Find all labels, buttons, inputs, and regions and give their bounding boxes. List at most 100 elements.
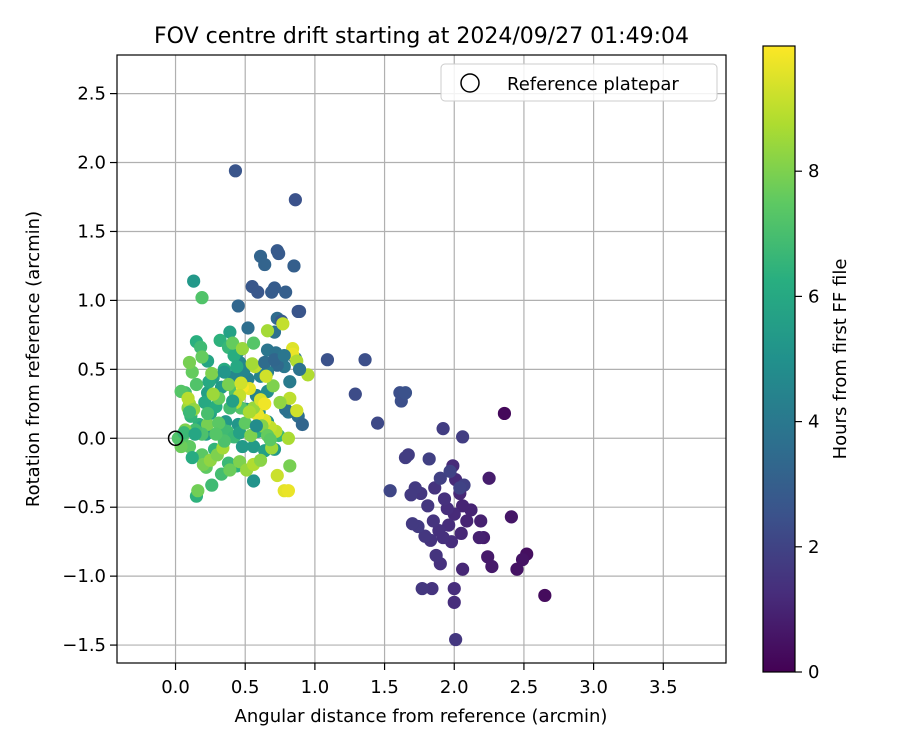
data-point	[421, 499, 435, 513]
data-point	[194, 340, 208, 354]
data-point	[482, 471, 496, 485]
y-tick-label: 0.5	[77, 359, 106, 380]
data-point	[418, 529, 432, 543]
data-point	[246, 336, 261, 350]
x-tick-label: 2.0	[440, 677, 469, 698]
x-axis-label: Angular distance from reference (arcmin)	[235, 706, 608, 727]
data-point	[206, 387, 220, 401]
data-point	[231, 299, 245, 313]
data-point	[191, 484, 205, 498]
x-tick-label: 0.5	[231, 677, 260, 698]
legend-box	[440, 63, 718, 102]
y-tick-label: 1.5	[77, 221, 106, 242]
data-point	[538, 588, 552, 603]
y-axis-label: Rotation from reference (arcmin)	[23, 211, 44, 507]
data-point	[226, 394, 240, 408]
y-axis-ticks: −1.5 −1.0 −0.5 0.0 0.5 1.0 1.5 2.0 2.5	[62, 84, 117, 656]
data-point	[460, 514, 474, 528]
data-point	[433, 471, 447, 485]
data-point	[258, 257, 272, 272]
data-point	[221, 377, 236, 392]
data-point	[188, 427, 202, 441]
data-point	[185, 450, 199, 465]
x-tick-label: 2.5	[510, 677, 539, 698]
data-point	[371, 416, 385, 430]
data-point	[249, 419, 263, 433]
data-point	[259, 369, 273, 383]
data-point	[200, 406, 215, 421]
data-point	[230, 359, 244, 374]
data-point	[241, 321, 255, 335]
data-point	[454, 526, 468, 541]
data-point	[447, 581, 461, 596]
data-point	[436, 422, 450, 436]
data-point	[228, 164, 243, 178]
data-point	[358, 353, 372, 367]
data-point	[272, 246, 286, 261]
data-point	[456, 430, 470, 444]
colorbar: 0 2 4 6 8 Hours from first FF file	[762, 45, 851, 683]
data-point	[428, 481, 442, 495]
data-point	[320, 353, 335, 367]
legend-marker-icon	[460, 73, 480, 93]
y-tick-label: −0.5	[62, 497, 106, 518]
data-point	[251, 285, 265, 299]
data-point	[217, 365, 231, 379]
data-point	[472, 530, 486, 545]
data-point	[405, 517, 420, 531]
data-point	[398, 450, 413, 465]
x-tick-label: 3.5	[649, 677, 678, 698]
colorbar-tick-label: 4	[808, 412, 819, 433]
legend-label: Reference platepar	[507, 74, 679, 95]
colorbar-gradient	[762, 45, 796, 673]
colorbar-ticks: 0 2 4 6 8	[795, 161, 819, 683]
data-point	[456, 562, 470, 576]
data-point	[429, 548, 443, 563]
data-point	[404, 488, 418, 502]
data-point	[244, 428, 258, 443]
data-point	[383, 484, 397, 498]
colorbar-label: Hours from first FF file	[830, 259, 851, 460]
data-point	[474, 514, 488, 528]
y-tick-label: 0.0	[77, 428, 106, 449]
data-point	[287, 259, 301, 273]
data-point	[481, 550, 495, 564]
colorbar-tick-label: 8	[808, 161, 819, 182]
data-point	[182, 405, 197, 419]
y-tick-label: 2.5	[77, 84, 106, 105]
data-point	[279, 285, 293, 299]
y-tick-label: 2.0	[77, 153, 106, 174]
data-point	[283, 459, 297, 473]
data-point	[258, 397, 272, 411]
data-point	[283, 375, 297, 389]
x-tick-label: 3.0	[579, 677, 608, 698]
data-point	[246, 474, 261, 488]
data-point	[205, 366, 219, 381]
legend: Reference platepar	[440, 63, 718, 102]
data-point	[263, 433, 277, 447]
data-point	[425, 581, 439, 596]
data-point	[187, 274, 201, 288]
data-point	[235, 342, 250, 356]
data-point	[226, 336, 240, 350]
colorbar-tick-label: 2	[808, 537, 819, 558]
data-points	[171, 164, 552, 647]
data-point	[426, 514, 440, 528]
data-point	[177, 426, 191, 440]
data-point	[181, 391, 195, 405]
data-point	[182, 355, 197, 370]
data-point	[238, 416, 252, 430]
data-point	[195, 291, 209, 305]
data-point	[288, 193, 302, 207]
data-point	[292, 304, 307, 319]
x-tick-label: 1.0	[301, 677, 330, 698]
plot-frame	[116, 54, 727, 664]
x-axis-ticks: 0.0 0.5 1.0 1.5 2.0 2.5 3.0 3.5	[161, 663, 678, 698]
data-point	[273, 395, 287, 410]
data-point	[200, 417, 215, 432]
colorbar-tick-label: 6	[808, 286, 819, 307]
data-point	[205, 478, 219, 492]
reference-point-marker	[167, 430, 184, 447]
data-point	[253, 453, 268, 467]
data-point	[348, 387, 362, 401]
